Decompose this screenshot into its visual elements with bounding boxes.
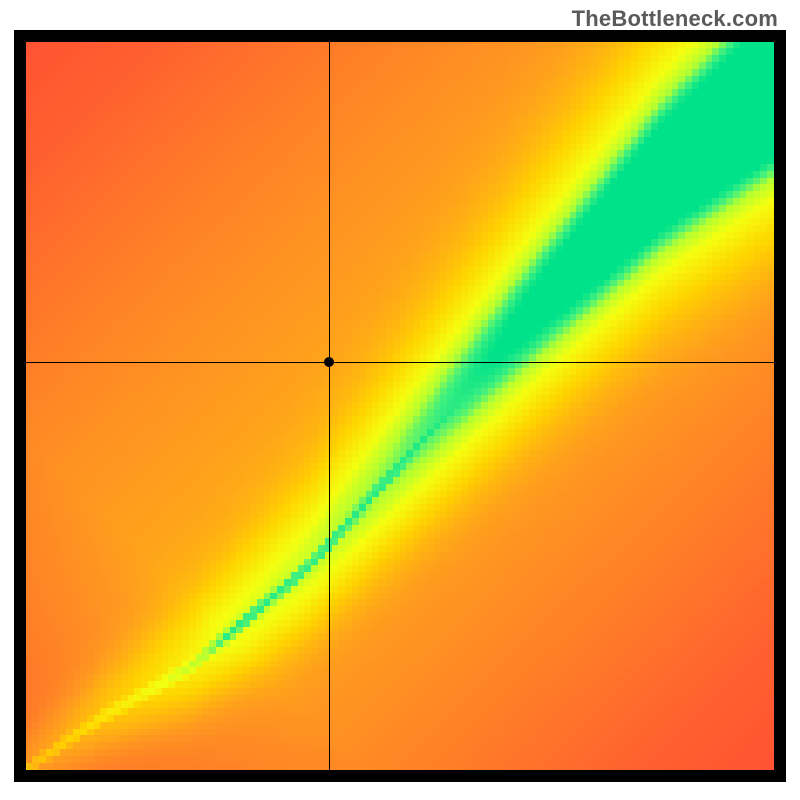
chart-container: TheBottleneck.com: [0, 0, 800, 800]
crosshair-vertical: [329, 42, 330, 770]
heatmap-canvas: [26, 42, 774, 770]
crosshair-marker: [324, 357, 334, 367]
watermark-text: TheBottleneck.com: [572, 6, 778, 32]
crosshair-horizontal: [26, 362, 774, 363]
heatmap-plot: [26, 42, 774, 770]
chart-frame: [14, 30, 786, 782]
